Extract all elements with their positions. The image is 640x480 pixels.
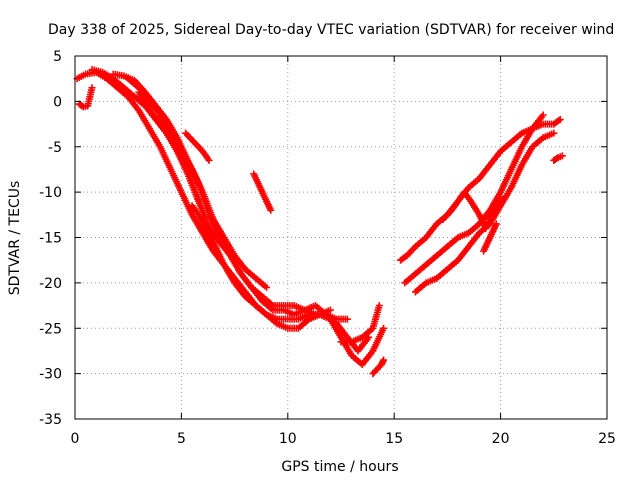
series-segment-b	[182, 129, 213, 164]
x-axis-label: GPS time / hours	[281, 459, 398, 475]
data-point	[326, 306, 334, 314]
x-tick-label: 5	[177, 431, 186, 447]
series-segment-g	[369, 356, 388, 378]
data-point	[550, 129, 558, 137]
y-tick-label: -25	[39, 321, 62, 337]
series-segment-l	[480, 220, 500, 255]
series-segment-d	[199, 224, 219, 255]
y-tick-label: -35	[39, 412, 62, 428]
x-tick-label: 25	[598, 431, 616, 447]
data-point	[380, 356, 388, 364]
data-point	[556, 116, 564, 124]
data-point	[88, 84, 96, 92]
x-tick-label: 20	[492, 431, 510, 447]
data-point	[375, 302, 383, 310]
series-segment-h	[397, 116, 564, 264]
data-point	[558, 152, 566, 160]
series-segment-j	[411, 129, 558, 296]
data-point	[497, 193, 505, 201]
x-tick-label: 15	[385, 431, 403, 447]
series-segment-e	[250, 170, 275, 214]
series-segment-i	[401, 111, 547, 287]
series-track-4	[124, 75, 388, 369]
data-point	[539, 111, 547, 119]
data-point	[211, 247, 219, 255]
grid	[75, 56, 607, 419]
series-track-2	[88, 66, 351, 323]
y-tick-label: -10	[39, 185, 62, 201]
axes: 0 5 10 15 20 25 -35 -30 -25 -20 -15 -10 -5 0 5	[39, 49, 616, 447]
x-tick-label: 0	[71, 431, 80, 447]
series-segment-m	[550, 152, 566, 164]
y-tick-label: -15	[39, 231, 62, 247]
series-segment-f	[337, 302, 383, 346]
chart-title: Day 338 of 2025, Sidereal Day-to-day VTE…	[48, 22, 614, 38]
y-tick-label: -20	[39, 276, 62, 292]
y-tick-label: -5	[48, 140, 62, 156]
data-point	[343, 315, 351, 323]
series-segment-a	[75, 84, 96, 111]
data-point	[263, 283, 271, 291]
data-point	[205, 156, 213, 164]
plot-frame	[74, 55, 608, 420]
y-axis-label: SDTVAR / TECUs	[7, 181, 23, 296]
data-point	[267, 206, 275, 214]
x-tick-label: 10	[279, 431, 297, 447]
y-tick-label: -30	[39, 367, 62, 383]
y-tick-label: 5	[53, 49, 62, 65]
data-point	[380, 324, 388, 332]
series-track-5	[135, 88, 271, 291]
data-point	[492, 220, 500, 228]
series-segment-k	[439, 188, 505, 232]
y-tick-label: 0	[53, 94, 62, 110]
data-points	[73, 66, 566, 378]
data-point	[553, 155, 561, 163]
